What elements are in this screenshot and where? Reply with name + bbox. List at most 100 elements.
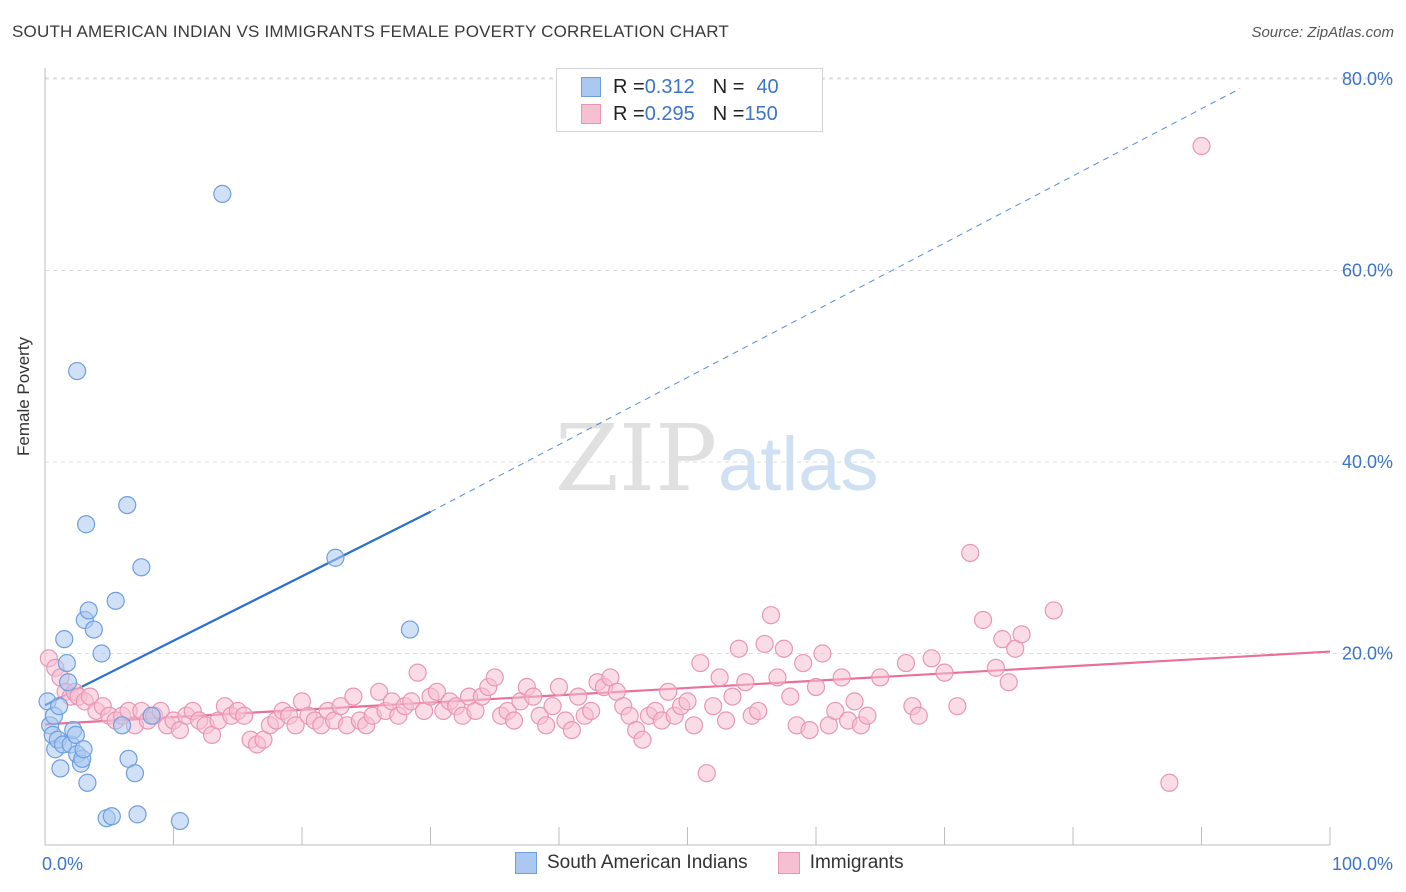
pink-swatch [777,852,800,874]
south-american-indians-point [59,673,78,692]
immigrants-point [1160,773,1179,792]
immigrants-point [524,687,543,706]
immigrants-point [569,687,588,706]
r-value: 0.312 [644,75,695,98]
south-american-indians-point [55,630,74,649]
immigrants-point [749,701,768,721]
r-value: 0.295 [644,102,695,125]
watermark-atlas: atlas [718,422,879,507]
blue-swatch [581,77,601,97]
immigrants-point [691,653,710,673]
immigrants-point [716,711,736,730]
immigrants-point [684,716,704,735]
south-american-indians-point [102,807,121,826]
n-value: 150 [744,102,778,125]
immigrants-point [806,677,826,697]
south-american-indians-trend-line [44,510,431,707]
immigrants-point [774,639,793,658]
south-american-indians-point [106,591,125,610]
immigrants-point [370,682,389,701]
immigrants-point [993,630,1012,649]
immigrants-point [402,692,421,711]
immigrants-point [678,692,697,711]
legend-label: South American Indians [547,852,748,873]
immigrants-point [794,653,813,673]
grid-lines [45,77,1392,654]
immigrants-point [504,711,524,730]
immigrants-point [973,610,993,630]
correlation-legend: R = 0.312 N = 40 R = 0.295 N = 150 [556,68,823,132]
immigrants-point [235,706,254,725]
immigrants-point [543,697,562,716]
immigrants-point [948,697,967,716]
source-label: Source: ZipAtlas.com [1251,24,1394,41]
chart-title: SOUTH AMERICAN INDIAN VS IMMIGRANTS FEMA… [12,22,729,41]
south-american-indians-point [74,740,93,759]
south-american-indians-point [125,764,145,783]
south-american-indians-point [170,811,190,831]
immigrants-point [633,730,652,749]
immigrants-point [1044,601,1063,620]
legend-label: Immigrants [809,852,904,873]
south-american-indians-point [57,653,76,673]
immigrants-point [800,720,819,740]
n-value: 40 [756,75,779,98]
watermark-zip: ZIP [555,405,717,512]
south-american-indians-point [78,773,97,792]
y-tick-label: 60.0% [1342,261,1393,281]
r-label: R = [613,75,645,98]
immigrants-point [935,663,954,682]
south-american-indians-point [84,620,103,639]
immigrants-point [704,697,723,716]
immigrants-point [858,706,877,725]
immigrants-point [331,697,350,716]
south-american-indians-point [112,716,132,735]
r-label: R = [613,102,645,125]
south-american-indians-trend-extension [430,88,1241,513]
immigrants-point [781,687,800,706]
south-american-indians-point [51,759,70,778]
tick-labels: 20.0% 40.0% 60.0% 80.0% 0.0% 100.0% [42,69,1393,874]
immigrants-point [723,687,742,706]
immigrants-point [755,634,774,654]
south-american-indians-point [50,697,69,716]
immigrants-point [582,701,601,721]
y-axis-label: Female Poverty [14,336,33,456]
immigrants-point [1192,136,1211,156]
immigrants-point [427,682,447,701]
trend-lines [44,88,1331,726]
series-legend: South American Indians Immigrants [515,852,934,874]
south-american-indians-point [68,361,87,381]
n-label: N = [712,102,745,125]
south-american-indians-point [213,184,232,203]
south-american-indians-point [142,706,161,725]
immigrants-point [909,706,928,725]
y-tick-label: 80.0% [1342,69,1393,89]
south-american-indians-point [77,515,96,534]
immigrants-point [537,716,556,735]
immigrants-point [344,687,363,706]
immigrants-point [768,668,787,687]
immigrants-point [871,668,890,687]
immigrants-point [813,644,832,663]
x-tick-label: 100.0% [1332,854,1393,874]
immigrants-trend-line [44,650,1331,726]
immigrants-point [729,639,749,658]
immigrants-point [659,682,678,701]
y-tick-label: 20.0% [1342,644,1393,664]
x-tick-label: 0.0% [42,854,83,874]
blue-swatch [515,852,537,874]
immigrants-point [736,673,755,692]
immigrants-point [999,673,1018,692]
south-american-indians-point [128,805,147,824]
legend-row-south-american-indians: R = 0.312 N = 40 [581,75,779,99]
legend-row-immigrants: R = 0.295 N = 150 [581,102,778,126]
legend-item-immigrants: Immigrants [777,852,904,874]
immigrants-point [961,543,980,563]
legend-item-south-american-indians: South American Indians [515,852,748,874]
south-american-indians-point [132,558,151,577]
immigrants-point [896,653,916,673]
south-american-indians-point [66,725,85,744]
immigrants-point [549,677,569,697]
